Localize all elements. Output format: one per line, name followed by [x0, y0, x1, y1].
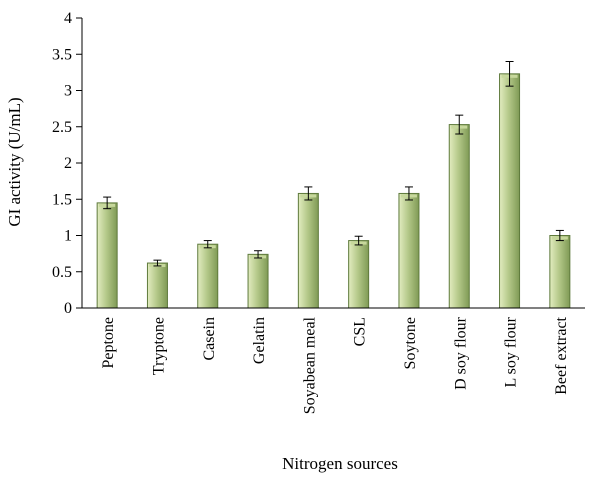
bar	[247, 253, 269, 309]
error-bar	[103, 196, 112, 210]
error-bar	[505, 61, 514, 87]
x-tick-label: L soy flour	[503, 316, 520, 387]
x-tick-label: D soy flour	[452, 316, 469, 390]
error-bar	[153, 259, 162, 267]
x-tick-label: Soytone	[402, 317, 419, 369]
error-bar	[455, 114, 464, 135]
y-axis-ticks: 0 0.5 1 1.5 2 2.5 3 3.5 4	[52, 10, 82, 317]
x-axis-tick-labels: Peptone Tryptone Casein Gelatin Soyabean mea…	[100, 316, 570, 414]
bar	[549, 235, 571, 309]
bar	[348, 240, 370, 309]
y-tick-label: 1.5	[52, 191, 72, 208]
x-tick-label: Tryptone	[150, 317, 167, 375]
y-tick-label: 2.5	[52, 119, 72, 136]
y-axis-label: GI activity (U/mL)	[5, 97, 24, 226]
error-bar	[304, 186, 313, 201]
x-tick-label: Peptone	[100, 317, 117, 369]
y-tick-label: 2	[64, 155, 72, 172]
y-tick-label: 4	[64, 10, 72, 27]
x-tick-label: Gelatin	[251, 317, 268, 364]
bar	[448, 124, 470, 309]
x-tick-label: Soyabean meal	[301, 316, 318, 414]
bar	[96, 202, 118, 309]
y-tick-label: 3.5	[52, 46, 72, 63]
x-tick-label: CSL	[352, 317, 369, 346]
error-bar	[354, 235, 363, 246]
y-tick-label: 3	[64, 83, 72, 100]
error-bar	[404, 186, 413, 201]
bars	[96, 61, 571, 309]
bar	[146, 262, 168, 309]
x-axis-label: Nitrogen sources	[282, 454, 398, 473]
x-tick-label: Beef extract	[553, 316, 570, 394]
y-tick-label: 0	[64, 300, 72, 317]
y-tick-label: 1	[64, 228, 72, 245]
axes	[81, 18, 585, 309]
bar	[499, 73, 521, 309]
bar	[197, 243, 219, 309]
bar	[297, 192, 319, 309]
bar	[398, 192, 420, 309]
error-bar	[555, 229, 564, 242]
error-bar	[203, 240, 212, 249]
x-tick-label: Casein	[201, 317, 218, 361]
y-tick-label: 0.5	[52, 264, 72, 281]
error-bar	[254, 250, 263, 259]
